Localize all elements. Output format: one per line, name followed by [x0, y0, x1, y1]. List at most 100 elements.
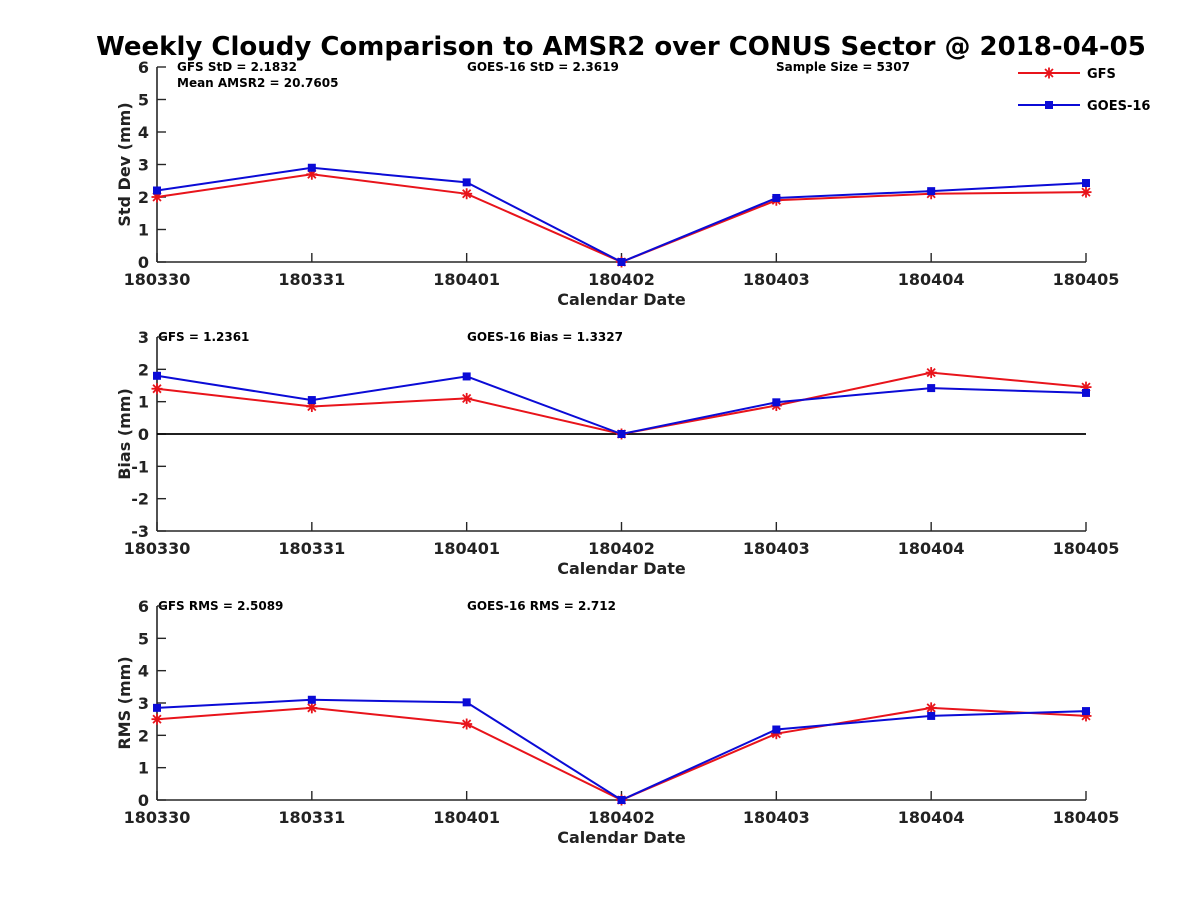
data-point-goes16 [617, 796, 626, 804]
x-tick-label: 180403 [743, 808, 810, 827]
y-axis-label: Bias (mm) [115, 388, 134, 480]
data-point-gfs [461, 188, 473, 200]
annotation-mean-amsr2: Mean AMSR2 = 20.7605 [177, 76, 338, 90]
y-axis-label: Std Dev (mm) [115, 102, 134, 226]
data-point-goes16 [462, 178, 471, 187]
annotation-goes16-rms: GOES-16 RMS = 2.712 [467, 599, 616, 613]
annotation-gfs-bias: GFS = 1.2361 [158, 330, 249, 344]
y-tick-label: -2 [131, 490, 149, 509]
data-point-goes16 [153, 186, 161, 195]
y-axis-label: RMS (mm) [115, 656, 134, 749]
data-point-goes16 [927, 384, 936, 393]
x-tick-label: 180405 [1053, 270, 1120, 289]
y-tick-label: 2 [138, 360, 149, 379]
x-tick-label: 180401 [433, 808, 500, 827]
x-axis-label: Calendar Date [557, 290, 686, 309]
y-tick-label: -3 [131, 522, 149, 541]
data-point-gfs-stroke-3 [462, 393, 472, 404]
legend-label-goes16: GOES-16 [1087, 99, 1150, 114]
data-point-goes16 [772, 193, 781, 202]
data-point-gfs-stroke-3 [307, 703, 317, 713]
x-tick-label: 180331 [278, 539, 345, 558]
x-tick-label: 180402 [588, 539, 655, 558]
x-tick-label: 180403 [743, 539, 810, 558]
legend-marker-symbol-stroke-3 [1044, 68, 1054, 78]
x-tick-label: 180331 [278, 808, 345, 827]
y-tick-label: 3 [138, 156, 149, 175]
data-point-goes16 [772, 398, 781, 407]
legend-marker-symbol [1043, 67, 1055, 79]
y-tick-label: 6 [138, 597, 149, 616]
data-point-goes16 [1082, 388, 1090, 397]
y-tick-label: 3 [138, 328, 149, 347]
legend-marker-gfs [1043, 67, 1055, 79]
y-tick-label: 5 [138, 629, 149, 648]
data-point-gfs-stroke-3 [926, 367, 936, 378]
data-point-goes16 [462, 372, 471, 381]
y-tick-label: 6 [138, 58, 149, 77]
data-point-gfs [306, 702, 318, 714]
data-point-gfs-stroke-3 [926, 703, 936, 713]
y-tick-label: 1 [138, 221, 149, 240]
data-point-gfs [151, 383, 163, 395]
y-tick-label: -1 [131, 457, 149, 476]
data-point-goes16 [153, 371, 161, 380]
y-tick-label: 4 [138, 662, 149, 681]
x-tick-label: 180404 [898, 808, 965, 827]
series-line-gfs [156, 173, 1087, 264]
x-tick-label: 180330 [124, 270, 191, 289]
x-tick-label: 180405 [1053, 539, 1120, 558]
data-point-gfs [925, 367, 937, 379]
chart-panels: 0 1 2 3 4 5 6 180330 180331 180401 180402 180403 180… [115, 58, 1119, 847]
y-tick-label: 0 [138, 791, 149, 810]
data-point-gfs [461, 392, 473, 404]
x-tick-label: 180331 [278, 270, 345, 289]
y-tick-label: 5 [138, 91, 149, 110]
data-point-gfs [1080, 186, 1092, 198]
x-axis-label: Calendar Date [557, 828, 686, 847]
y-tick-label: 1 [138, 759, 149, 778]
y-tick-label: 1 [138, 393, 149, 412]
x-tick-label: 180404 [898, 270, 965, 289]
data-point-goes16 [1082, 179, 1090, 188]
data-point-gfs-stroke-3 [462, 719, 472, 729]
x-tick-label: 180330 [124, 539, 191, 558]
series-line-goes16 [156, 698, 1087, 802]
data-point-goes16 [307, 695, 316, 704]
legend-marker-symbol [1045, 101, 1053, 109]
x-tick-label: 180330 [124, 808, 191, 827]
panel-3: 0 1 2 3 4 5 6 180330 180331 180401 180402 180403 180… [115, 597, 1119, 847]
y-tick-label: 3 [138, 694, 149, 713]
legend-marker-goes16 [1045, 101, 1053, 109]
data-point-goes16 [307, 163, 316, 172]
data-point-gfs-stroke-3 [1081, 187, 1091, 197]
panel-1: 0 1 2 3 4 5 6 180330 180331 180401 180402 180403 180… [115, 58, 1119, 309]
x-axis-label: Calendar Date [557, 559, 686, 578]
x-tick-label: 180401 [433, 539, 500, 558]
annotation-sample-size: Sample Size = 5307 [776, 60, 910, 74]
annotation-gfs-rms: GFS RMS = 2.5089 [158, 599, 283, 613]
series-line-gfs [156, 706, 1087, 802]
y-tick-label: 4 [138, 123, 149, 142]
legend: GFS GOES-16 [1018, 67, 1150, 114]
data-point-goes16 [307, 396, 316, 405]
legend-label-gfs: GFS [1087, 67, 1116, 82]
x-tick-label: 180402 [588, 808, 655, 827]
data-point-goes16 [153, 703, 161, 712]
data-point-goes16 [617, 430, 626, 438]
annotation-gfs-std: GFS StD = 2.1832 [177, 60, 297, 74]
data-point-gfs [151, 713, 163, 725]
x-tick-label: 180404 [898, 539, 965, 558]
annotation-goes16-std: GOES-16 StD = 2.3619 [467, 60, 619, 74]
data-point-goes16 [1082, 707, 1090, 716]
data-point-gfs-stroke-3 [152, 384, 162, 394]
x-tick-label: 180405 [1053, 808, 1120, 827]
data-point-goes16 [462, 698, 471, 707]
series-line-gfs [156, 371, 1087, 436]
data-point-goes16 [772, 725, 781, 734]
data-point-goes16 [617, 258, 626, 266]
data-point-goes16 [927, 187, 936, 196]
x-tick-label: 180401 [433, 270, 500, 289]
series-line-goes16 [156, 166, 1087, 264]
x-tick-label: 180402 [588, 270, 655, 289]
